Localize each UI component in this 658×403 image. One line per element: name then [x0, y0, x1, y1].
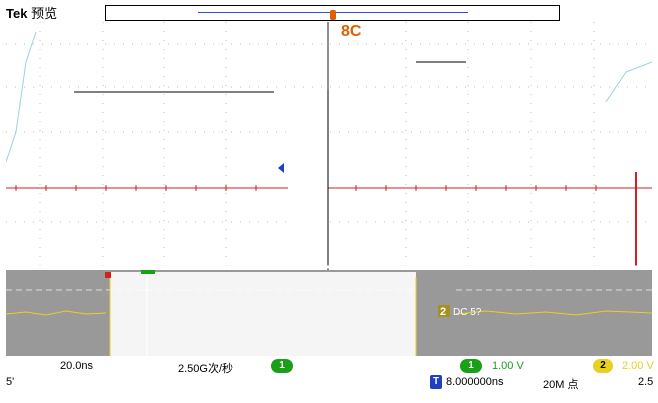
- sample-rate-label[interactable]: 2.50G次/秒: [178, 363, 234, 375]
- ch2-marker-box[interactable]: [438, 305, 450, 317]
- trigger-position[interactable]: 8.000000ns: [446, 376, 504, 388]
- left-fragment: 5': [6, 376, 15, 388]
- ch2-marker: 2: [440, 306, 446, 318]
- record-length[interactable]: 20M 点: [543, 379, 579, 391]
- ch1-faint-trace: [6, 31, 37, 163]
- ch2-badge[interactable]: 2: [593, 359, 613, 373]
- brand-label: Tek 预览: [6, 6, 58, 21]
- ch1-level-arrow[interactable]: [278, 163, 284, 173]
- trigger-icon[interactable]: T: [430, 375, 442, 389]
- waveform-display[interactable]: 8C 2 DC 5?: [6, 22, 652, 356]
- red-marker: [105, 272, 111, 278]
- ch2-trace-left: [6, 310, 107, 316]
- zoom-gap: [288, 90, 328, 270]
- right-value: 2.5: [638, 376, 654, 388]
- ch2-trace-right: [455, 310, 652, 316]
- trigger-position-marker[interactable]: [330, 10, 336, 20]
- axis-ticks: [15, 185, 597, 191]
- graticule: [6, 22, 652, 268]
- ch2-scale[interactable]: 2.00 V: [622, 360, 654, 372]
- ch2-coupling-label: DC 5?: [453, 307, 482, 318]
- ch1-scale[interactable]: 1.00 V: [492, 360, 524, 372]
- green-marker: [141, 270, 155, 274]
- status-bar: 5' 20.0ns 2.50G次/秒 1 1 1.00 V 2 2.00 V T…: [0, 356, 658, 403]
- timebase-label[interactable]: 20.0ns: [60, 360, 94, 372]
- trigger-label: 8C: [341, 23, 362, 40]
- ch1-faint-trace-right: [605, 61, 652, 103]
- zoom-region: [110, 272, 416, 356]
- ch1-scale-badge[interactable]: 1: [460, 359, 482, 373]
- ch1-badge[interactable]: 1: [271, 359, 293, 373]
